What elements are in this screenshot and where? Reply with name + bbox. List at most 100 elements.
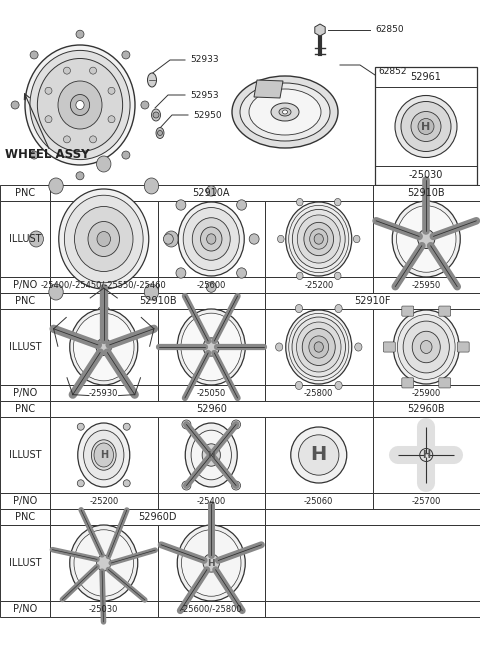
- Text: -25950: -25950: [412, 281, 441, 290]
- Bar: [50, 509, 265, 525]
- Text: PNC: PNC: [15, 296, 35, 306]
- Ellipse shape: [392, 201, 460, 277]
- Ellipse shape: [90, 136, 96, 143]
- Bar: [0, 601, 50, 617]
- Ellipse shape: [176, 200, 186, 210]
- Ellipse shape: [295, 304, 302, 313]
- Bar: [50, 293, 265, 309]
- Ellipse shape: [237, 200, 247, 210]
- Ellipse shape: [183, 208, 240, 271]
- Ellipse shape: [45, 87, 52, 94]
- Ellipse shape: [181, 313, 241, 381]
- Bar: [0, 385, 50, 401]
- Text: P/NO: P/NO: [13, 388, 37, 398]
- Ellipse shape: [271, 103, 299, 121]
- Ellipse shape: [49, 178, 63, 194]
- Circle shape: [182, 481, 191, 490]
- Circle shape: [291, 427, 347, 483]
- Text: 52910B: 52910B: [139, 296, 176, 306]
- Circle shape: [231, 481, 240, 490]
- Bar: [372, 201, 480, 277]
- Ellipse shape: [418, 229, 435, 248]
- Text: PNC: PNC: [15, 404, 35, 414]
- Bar: [50, 385, 157, 401]
- Ellipse shape: [292, 210, 345, 269]
- Text: P/NO: P/NO: [13, 496, 37, 506]
- Text: ILLUST: ILLUST: [9, 450, 41, 460]
- Ellipse shape: [76, 101, 84, 110]
- Ellipse shape: [232, 76, 338, 148]
- Bar: [265, 201, 372, 277]
- Text: 52961: 52961: [410, 72, 442, 82]
- Polygon shape: [254, 80, 283, 98]
- Ellipse shape: [289, 313, 349, 380]
- Bar: [50, 525, 157, 601]
- Text: -25600/-25800: -25600/-25800: [180, 604, 242, 614]
- Text: 62850: 62850: [375, 26, 404, 35]
- Ellipse shape: [70, 309, 138, 385]
- FancyBboxPatch shape: [439, 378, 451, 388]
- Bar: [0, 309, 50, 385]
- FancyBboxPatch shape: [402, 306, 414, 316]
- Ellipse shape: [64, 195, 143, 283]
- Ellipse shape: [240, 83, 330, 141]
- Ellipse shape: [94, 443, 113, 467]
- Ellipse shape: [144, 284, 159, 300]
- Bar: [372, 309, 480, 385]
- Text: -25200: -25200: [304, 281, 334, 290]
- Ellipse shape: [58, 81, 102, 129]
- Bar: [50, 493, 157, 509]
- Text: 52910A: 52910A: [192, 188, 230, 198]
- Ellipse shape: [122, 51, 130, 59]
- Ellipse shape: [59, 189, 149, 289]
- Bar: [265, 277, 372, 293]
- Circle shape: [123, 423, 130, 430]
- Ellipse shape: [122, 151, 130, 159]
- Text: 62852: 62852: [378, 68, 407, 76]
- Text: -25900: -25900: [412, 388, 441, 397]
- Ellipse shape: [289, 206, 349, 273]
- Ellipse shape: [355, 343, 362, 351]
- Text: PNC: PNC: [15, 188, 35, 198]
- Ellipse shape: [96, 338, 111, 355]
- Polygon shape: [315, 24, 325, 36]
- Text: -25050: -25050: [197, 388, 226, 397]
- Ellipse shape: [286, 202, 352, 276]
- Bar: [0, 0, 480, 185]
- Circle shape: [299, 435, 339, 475]
- Ellipse shape: [76, 171, 84, 180]
- Text: ILLUST: ILLUST: [9, 558, 41, 568]
- Ellipse shape: [304, 222, 334, 256]
- Ellipse shape: [249, 89, 321, 135]
- Circle shape: [182, 420, 191, 429]
- Text: 52960B: 52960B: [408, 404, 445, 414]
- Bar: [50, 185, 372, 201]
- Ellipse shape: [237, 268, 247, 278]
- Ellipse shape: [335, 272, 341, 279]
- Bar: [157, 277, 265, 293]
- Ellipse shape: [84, 430, 124, 480]
- FancyBboxPatch shape: [457, 342, 469, 352]
- Bar: [372, 385, 480, 401]
- Bar: [265, 509, 480, 525]
- Ellipse shape: [25, 45, 135, 165]
- Ellipse shape: [177, 309, 245, 385]
- Bar: [50, 309, 157, 385]
- Bar: [0, 493, 50, 509]
- Bar: [265, 525, 480, 601]
- Bar: [50, 401, 372, 417]
- Text: 52910B: 52910B: [408, 188, 445, 198]
- Bar: [157, 417, 265, 493]
- Ellipse shape: [297, 272, 303, 279]
- Ellipse shape: [393, 310, 459, 384]
- Ellipse shape: [279, 108, 291, 116]
- Ellipse shape: [353, 235, 360, 242]
- Bar: [265, 385, 372, 401]
- Ellipse shape: [71, 95, 90, 116]
- Ellipse shape: [335, 304, 342, 313]
- Ellipse shape: [88, 221, 120, 256]
- Text: -25060: -25060: [304, 497, 334, 505]
- Bar: [372, 493, 480, 509]
- Bar: [372, 277, 480, 293]
- Bar: [50, 201, 157, 277]
